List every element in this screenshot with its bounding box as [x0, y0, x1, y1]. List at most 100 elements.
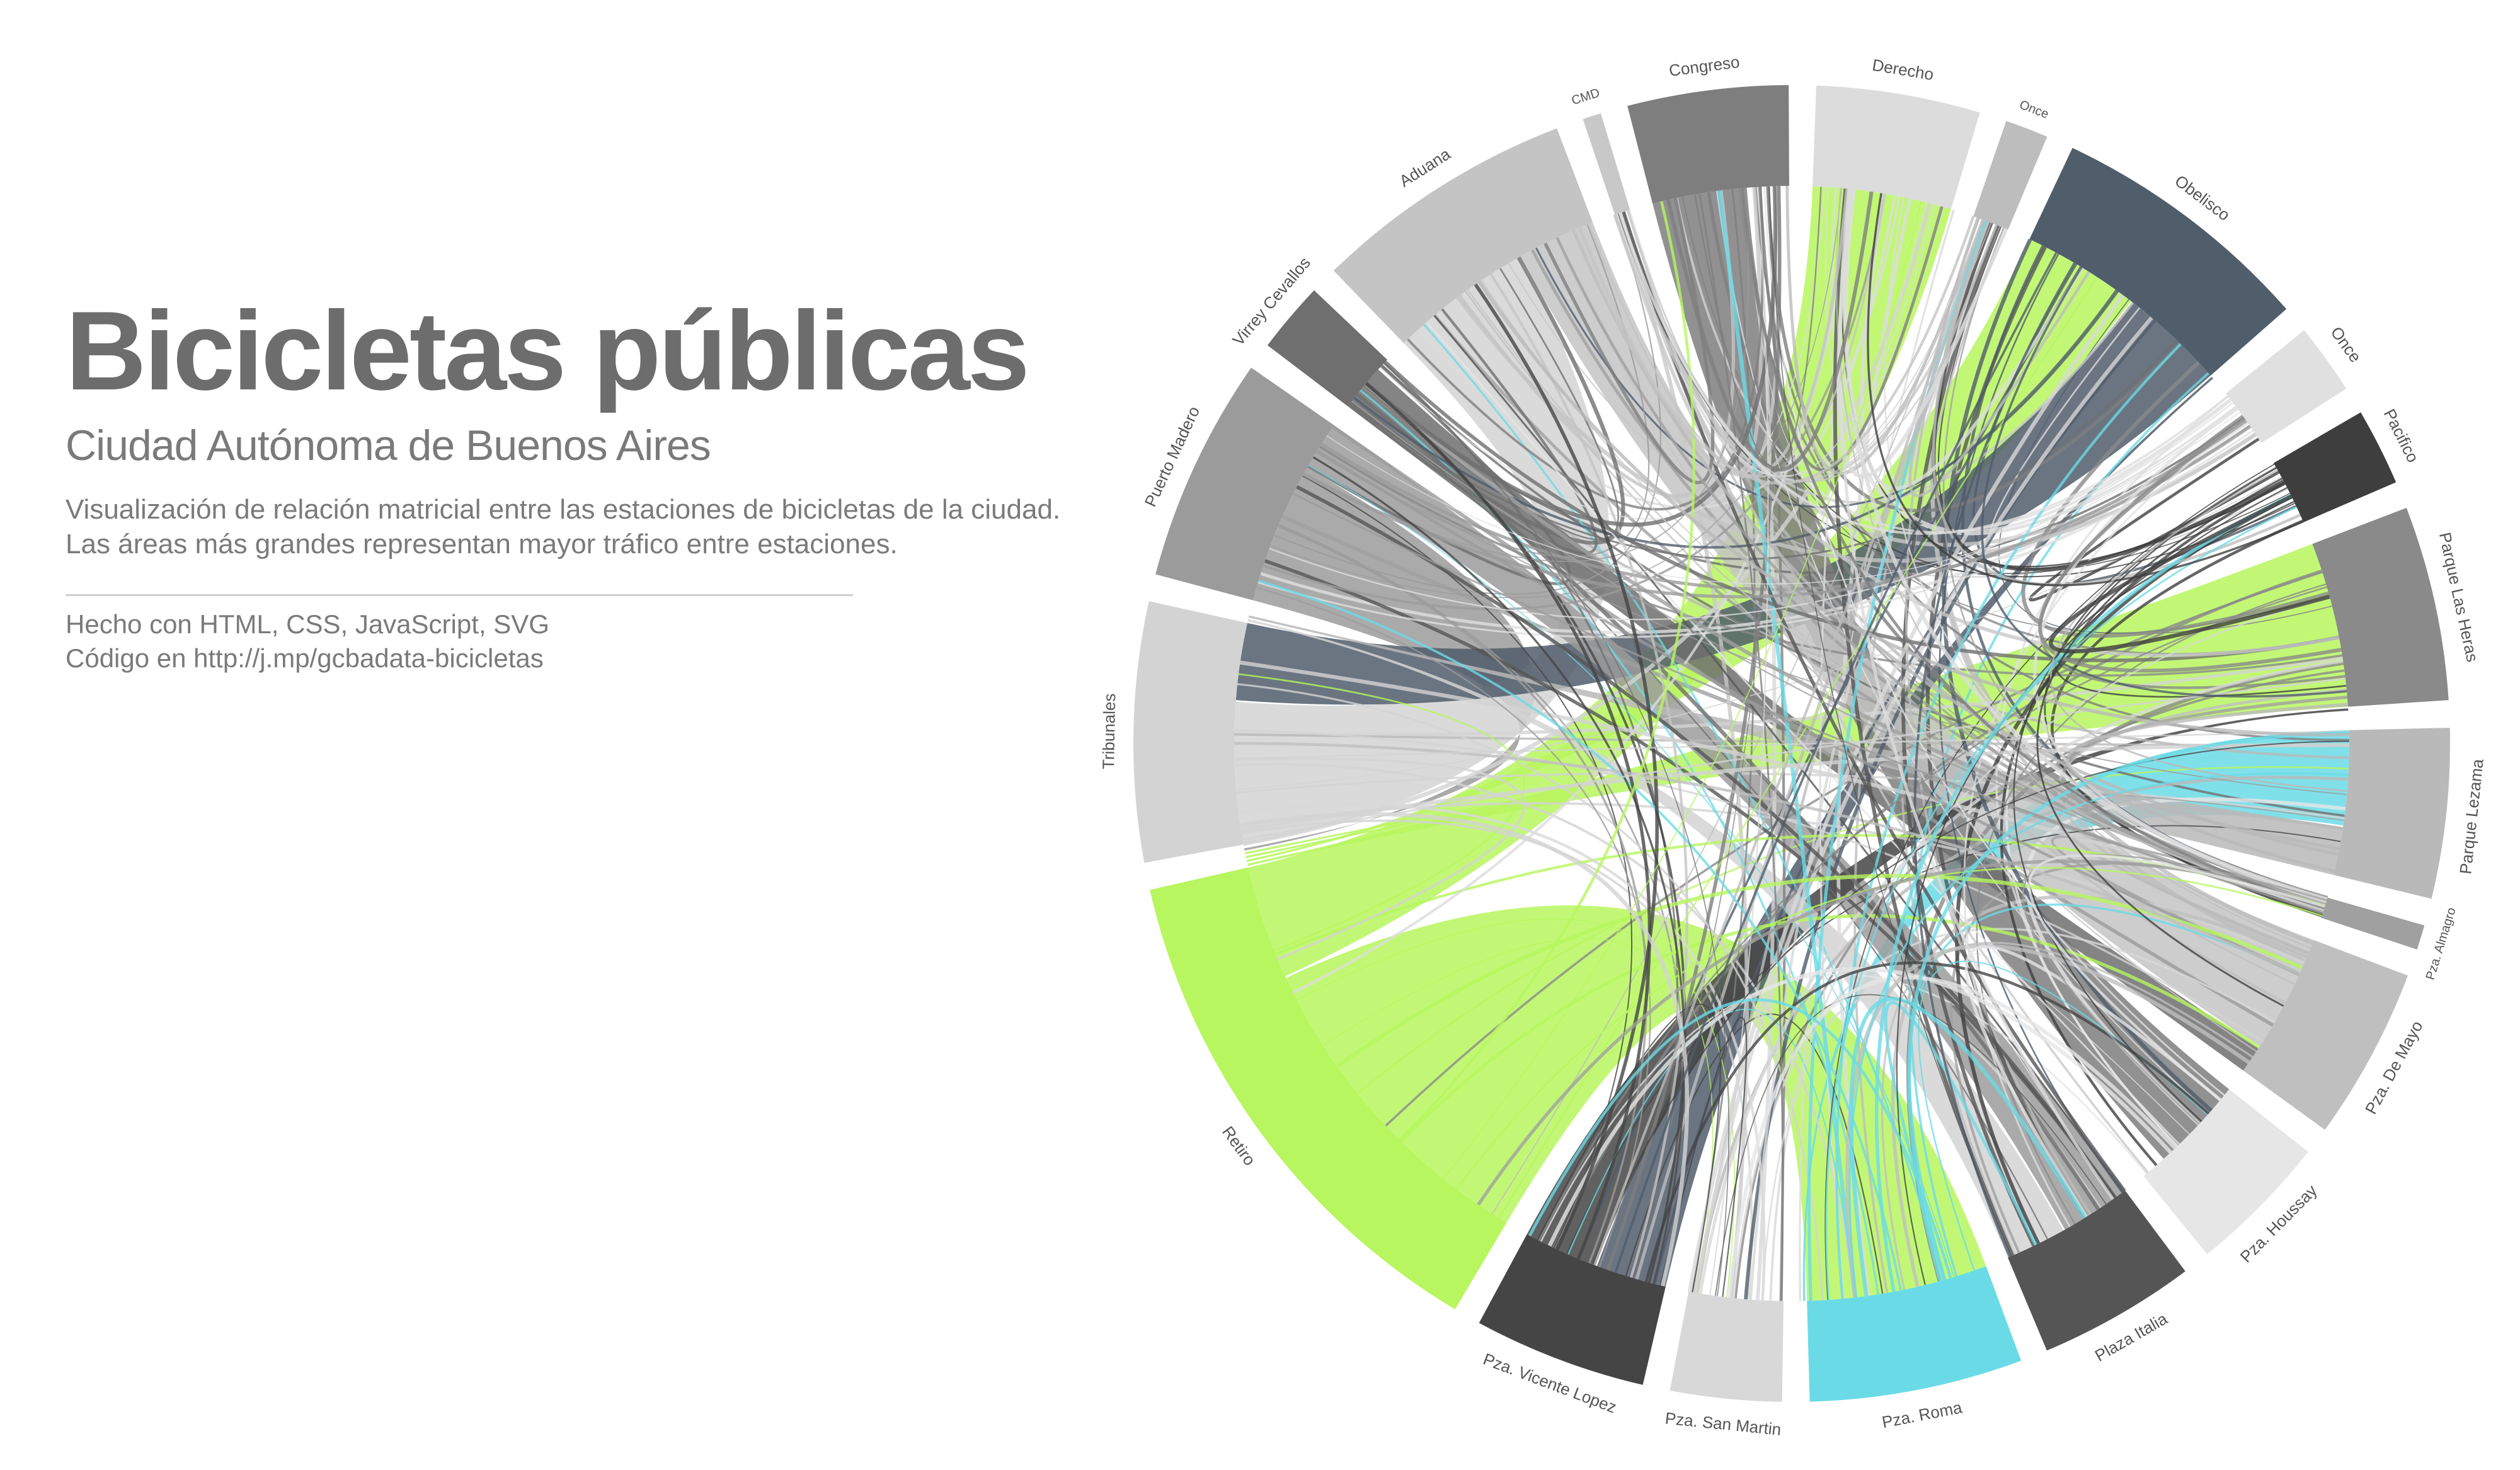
flow-strand	[1353, 398, 2048, 1239]
flow-strand	[1785, 186, 1984, 475]
flow-strand	[1715, 994, 2107, 1296]
station-arc	[1583, 113, 1630, 215]
flow-strand	[1264, 559, 2116, 1200]
flow-strand	[1741, 188, 2325, 910]
flow-strand	[1606, 186, 1782, 1271]
flow-strand	[1528, 998, 1952, 1278]
flow-strand	[1896, 486, 2288, 1285]
flow-ribbon	[1520, 222, 2314, 1047]
flow-strand	[2021, 360, 2330, 638]
flow-strand	[1835, 343, 2182, 1299]
flow-ribbon	[1246, 239, 2132, 863]
flow-strand	[1763, 187, 2225, 1096]
flow-strand	[1296, 485, 2117, 1199]
flow-strand	[2049, 494, 2330, 653]
flow-strand	[1644, 961, 2210, 1282]
flow-strand	[1257, 579, 1902, 1291]
flow-strand	[1278, 525, 1648, 1264]
station-label: Pacifico	[2380, 406, 2423, 466]
credits-line: Hecho con HTML, CSS, JavaScript, SVG	[66, 609, 549, 639]
flow-strand	[1351, 400, 2327, 904]
credits: Hecho con HTML, CSS, JavaScript, SVG Cód…	[66, 607, 1137, 676]
flow-strand	[1716, 190, 2210, 1114]
flow-strand	[1824, 464, 2275, 1301]
flow-strand	[1860, 193, 2084, 490]
flow-strand	[1592, 740, 2349, 1265]
flow-strand	[1443, 200, 1922, 1180]
flow-strand	[1955, 495, 2293, 1245]
flow-strand	[1963, 419, 2247, 1227]
flow-strand	[1659, 1016, 1748, 1297]
flow-strand	[1942, 238, 2213, 1112]
flow-strand	[1235, 476, 2282, 791]
flow-strand	[1348, 308, 1598, 555]
description-line: Visualización de relación matricial entr…	[66, 493, 1061, 525]
station-arc	[2007, 1190, 2185, 1351]
station-arc	[2312, 507, 2449, 707]
flow-strand	[1241, 819, 1753, 1300]
divider	[66, 594, 853, 596]
flow-strand	[1666, 191, 1874, 472]
flow-strand	[2056, 802, 2344, 955]
flow-strand	[2050, 469, 2347, 792]
flow-strand	[1768, 186, 2012, 1256]
description-line: Las áreas más grandes representan mayor …	[66, 528, 898, 560]
flow-strand	[1836, 188, 2008, 479]
station-arc	[2321, 897, 2425, 950]
flow-strand	[1349, 339, 2178, 560]
flow-strand	[1884, 1001, 2037, 1280]
flow-strand	[1908, 904, 2300, 1280]
station-arc	[2243, 939, 2408, 1130]
flow-strand	[1693, 316, 2153, 1294]
flow-strand	[1913, 262, 2076, 1258]
flow-strand	[1308, 464, 1955, 1277]
flow-strand	[2024, 797, 2346, 1126]
flow-strand	[1693, 776, 2349, 1294]
flow-strand	[1292, 189, 1855, 994]
flow-strand	[1234, 730, 2349, 760]
flow-strand	[1939, 253, 2123, 1193]
flow-strand	[1908, 221, 2090, 498]
flow-ribbon	[1285, 905, 1986, 1301]
flow-strand	[1407, 187, 1764, 511]
flow-strand	[1537, 1003, 1721, 1293]
intro-panel: Bicicletas públicas Ciudad Autónoma de B…	[66, 295, 1137, 676]
flow-strand	[1727, 975, 2177, 1298]
flow-strand	[1619, 212, 2229, 535]
description: Visualización de relación matricial entr…	[66, 492, 1137, 561]
flow-ribbon	[1802, 730, 2349, 1301]
station-arc	[1479, 1234, 1666, 1385]
flow-strand	[1234, 742, 2300, 975]
station-label: Once	[2017, 98, 2051, 122]
flow-ribbon	[1244, 468, 1535, 851]
flow-strand	[1399, 200, 1695, 1141]
station-label: Pza. Roma	[1881, 1398, 1964, 1432]
flow-strand	[1383, 363, 1729, 1297]
flow-strand	[1256, 587, 1651, 1268]
flow-strand	[1312, 456, 1686, 1284]
flow-strand	[1270, 188, 1842, 599]
station-label: Retiro	[1218, 1123, 1259, 1169]
flow-strand	[1293, 493, 2323, 914]
flow-strand	[1477, 859, 2327, 1206]
station-arc	[1267, 290, 1387, 406]
flow-strand	[2051, 519, 2323, 916]
flow-strand	[1614, 252, 2058, 1273]
flow-strand	[1620, 212, 1749, 1299]
flow-strand	[2036, 478, 2284, 1007]
station-arc	[1150, 867, 1507, 1309]
station-arc	[1627, 85, 1789, 204]
flow-ribbon	[1596, 377, 2214, 1287]
flow-strand	[1538, 586, 2327, 1241]
flow-strand	[2022, 853, 2327, 1125]
flow-strand	[2028, 854, 2325, 1101]
station-label: Congreso	[1668, 52, 1741, 80]
flow-strand	[1234, 757, 1526, 961]
flow-strand	[2013, 467, 2277, 1122]
station-arc	[1133, 601, 1247, 863]
station-label: Pza. Almagro	[2424, 906, 2459, 982]
flow-strand	[1833, 188, 2014, 1256]
flow-strand	[1709, 187, 1769, 1295]
flow-strand	[1881, 941, 2254, 1290]
